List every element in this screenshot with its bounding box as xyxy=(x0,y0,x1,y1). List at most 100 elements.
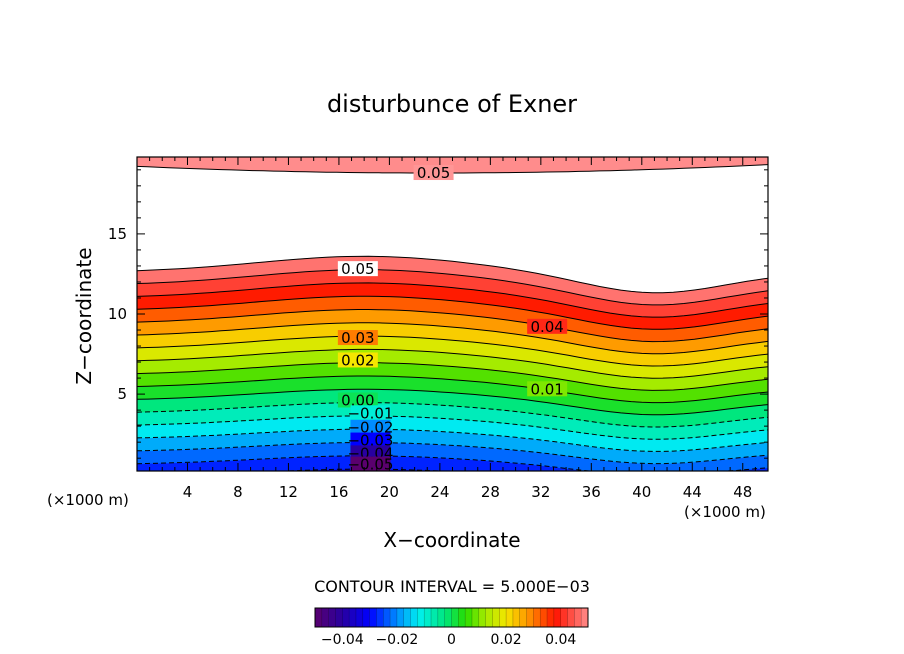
contour-label: 0.02 xyxy=(341,351,374,369)
contour-line xyxy=(137,375,768,404)
colorbar-cell xyxy=(465,608,473,627)
contour-interval-note: CONTOUR INTERVAL = 5.000E−03 xyxy=(314,577,590,596)
x-tick-label: 28 xyxy=(481,483,500,501)
contour-label: 0.01 xyxy=(530,380,563,398)
colorbar-cell xyxy=(485,608,493,627)
contour-line xyxy=(137,362,768,391)
colorbar-cell xyxy=(390,608,398,627)
colorbar-cell xyxy=(499,608,507,627)
x-tick-label: 32 xyxy=(531,483,550,501)
x-tick-label: 8 xyxy=(233,483,243,501)
contour-line xyxy=(137,335,768,367)
x-tick-label: 12 xyxy=(279,483,298,501)
chart-title: disturbunce of Exner xyxy=(327,90,577,118)
colorbar-cell xyxy=(533,608,541,627)
contour-label: 0.05 xyxy=(341,260,374,278)
colorbar-tick-label: 0.04 xyxy=(545,632,576,648)
contour-label-bg xyxy=(413,165,454,181)
contour-label-bg xyxy=(337,352,378,368)
colorbar: −0.04 −0.02 0 0.02 0.04 xyxy=(314,607,589,648)
colorbar-cell xyxy=(478,608,486,627)
colorbar-cell xyxy=(321,608,329,627)
contour-label: −0.03 xyxy=(347,432,393,450)
colorbar-cell xyxy=(369,608,377,627)
colorbar-cell xyxy=(431,608,439,627)
colorbar-cell xyxy=(410,608,418,627)
colorbar-tick-label: 0 xyxy=(447,632,456,648)
x-unit-left: (×1000 m) xyxy=(47,491,129,509)
contour-label: 0.00 xyxy=(341,392,374,410)
colorbar-cell xyxy=(581,608,589,627)
colorbar-cell xyxy=(376,608,384,627)
contour-line xyxy=(137,415,768,440)
contour-label: −0.05 xyxy=(347,456,393,474)
colorbar-cell xyxy=(519,608,527,627)
colorbar-cell xyxy=(355,608,364,627)
y-tick-label: 5 xyxy=(117,385,127,403)
colorbar-cell xyxy=(471,608,480,627)
y-tick-label: 15 xyxy=(108,225,127,243)
contour-line xyxy=(137,269,768,306)
contour-band-top xyxy=(137,157,768,173)
colorbar-cell xyxy=(512,608,521,627)
colorbar-cell xyxy=(444,608,452,627)
contour-label: 0.04 xyxy=(530,318,563,336)
contour-label-bg xyxy=(337,330,378,346)
x-unit-right: (×1000 m) xyxy=(684,503,766,521)
contour-line xyxy=(137,295,768,330)
contour-label: 0.03 xyxy=(341,329,374,347)
contour-line xyxy=(137,402,768,428)
x-tick-label: 44 xyxy=(683,483,702,501)
x-tick-label: 20 xyxy=(380,483,399,501)
contour-label-bg xyxy=(527,381,568,397)
colorbar-cell xyxy=(335,608,343,627)
contour-line xyxy=(137,442,768,465)
colorbar-cell xyxy=(458,608,466,627)
contour-line xyxy=(137,428,768,452)
x-axis-label: X−coordinate xyxy=(383,528,520,552)
colorbar-cell xyxy=(342,608,350,627)
colorbar-cell xyxy=(403,608,411,627)
contour-line xyxy=(137,455,768,471)
contour-label-bg xyxy=(337,392,378,408)
colorbar-cell xyxy=(574,608,582,627)
colorbar-cell xyxy=(526,608,534,627)
colorbar-cell xyxy=(349,608,357,627)
colorbar-cell xyxy=(547,608,555,627)
contour-label-bg xyxy=(350,456,391,471)
colorbar-tick-label: 0.02 xyxy=(491,632,522,648)
contour-line xyxy=(137,255,768,294)
x-tick-label: 24 xyxy=(430,483,449,501)
colorbar-cell xyxy=(328,608,336,627)
colorbar-cell xyxy=(315,608,323,627)
contour-label-bg xyxy=(350,432,391,448)
colorbar-cell xyxy=(424,608,432,627)
colorbar-cell xyxy=(362,608,370,627)
colorbar-cell xyxy=(417,608,425,627)
contour-label: −0.02 xyxy=(347,419,393,437)
colorbar-frame xyxy=(314,607,589,628)
contour-label-bg xyxy=(350,419,391,435)
contour-line xyxy=(137,388,768,416)
x-tick-label: 40 xyxy=(632,483,651,501)
colorbar-cell xyxy=(553,608,561,627)
colorbar-tick-label: −0.04 xyxy=(321,632,364,648)
contour-line xyxy=(137,309,768,343)
contour-label-bg xyxy=(337,261,378,277)
contour-line xyxy=(137,348,768,379)
colorbar-cell xyxy=(560,608,568,627)
contour-label: −0.01 xyxy=(347,404,393,422)
colorbar-cell xyxy=(383,608,391,627)
colorbar-cell xyxy=(451,608,459,627)
y-axis-label: Z−coordinate xyxy=(72,247,96,384)
contour-line xyxy=(137,282,768,318)
colorbar-cell xyxy=(492,608,500,627)
colorbar-cell xyxy=(540,608,548,627)
x-tick-label: 48 xyxy=(733,483,752,501)
x-tick-label: 36 xyxy=(582,483,601,501)
contour-label-bg xyxy=(350,405,391,421)
colorbar-cell xyxy=(396,608,405,627)
contour-label: 0.05 xyxy=(417,164,450,182)
x-tick-label: 16 xyxy=(329,483,348,501)
